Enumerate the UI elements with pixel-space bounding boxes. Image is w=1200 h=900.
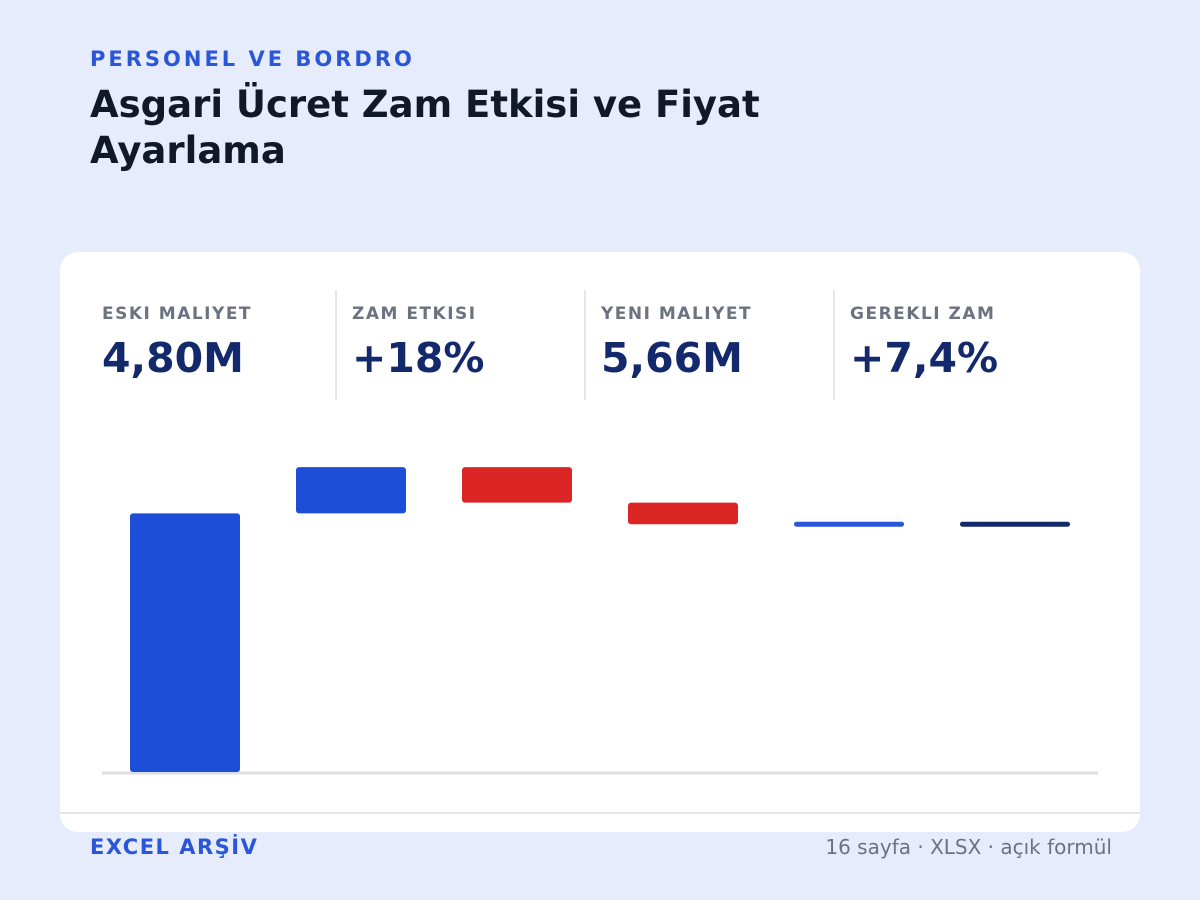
kpi-strip: ESKI MALIYET 4,80M ZAM ETKISI +18% YENI …: [60, 290, 1140, 400]
kpi-old-cost: ESKI MALIYET 4,80M: [60, 290, 309, 400]
waterfall-chart: [102, 467, 1098, 775]
section-eyebrow: PERSONEL VE BORDRO: [90, 47, 415, 71]
kpi-raise-impact: ZAM ETKISI +18%: [335, 290, 586, 400]
waterfall-bar-2-increase: [296, 467, 406, 514]
kpi-label: ZAM ETKISI: [352, 304, 477, 324]
kpi-value: +7,4%: [850, 334, 999, 382]
waterfall-bar-6-total: [960, 521, 1070, 527]
kpi-label: ESKI MALIYET: [102, 304, 253, 324]
waterfall-bar-3-decrease: [462, 467, 572, 503]
chart-card: ESKI MALIYET 4,80M ZAM ETKISI +18% YENI …: [60, 252, 1140, 832]
kpi-new-cost: YENI MALIYET 5,66M: [584, 290, 835, 400]
waterfall-bar-4-decrease: [628, 502, 738, 525]
kpi-value: 4,80M: [102, 334, 244, 382]
kpi-label: GEREKLI ZAM: [850, 304, 996, 324]
waterfall-bar-1-increase: [130, 513, 240, 772]
kpi-value: +18%: [352, 334, 485, 382]
footer-meta: 16 sayfa · XLSX · açık formül: [825, 835, 1112, 859]
kpi-value: 5,66M: [601, 334, 743, 382]
card-divider: [60, 812, 1140, 814]
kpi-required-raise: GEREKLI ZAM +7,4%: [833, 290, 1084, 400]
footer-brand: EXCEL ARŞİV: [90, 835, 259, 859]
waterfall-bar-5-subtotal: [794, 521, 904, 527]
page-title: Asgari Ücret Zam Etkisi ve Fiyat Ayarlam…: [90, 83, 760, 172]
kpi-label: YENI MALIYET: [601, 304, 753, 324]
